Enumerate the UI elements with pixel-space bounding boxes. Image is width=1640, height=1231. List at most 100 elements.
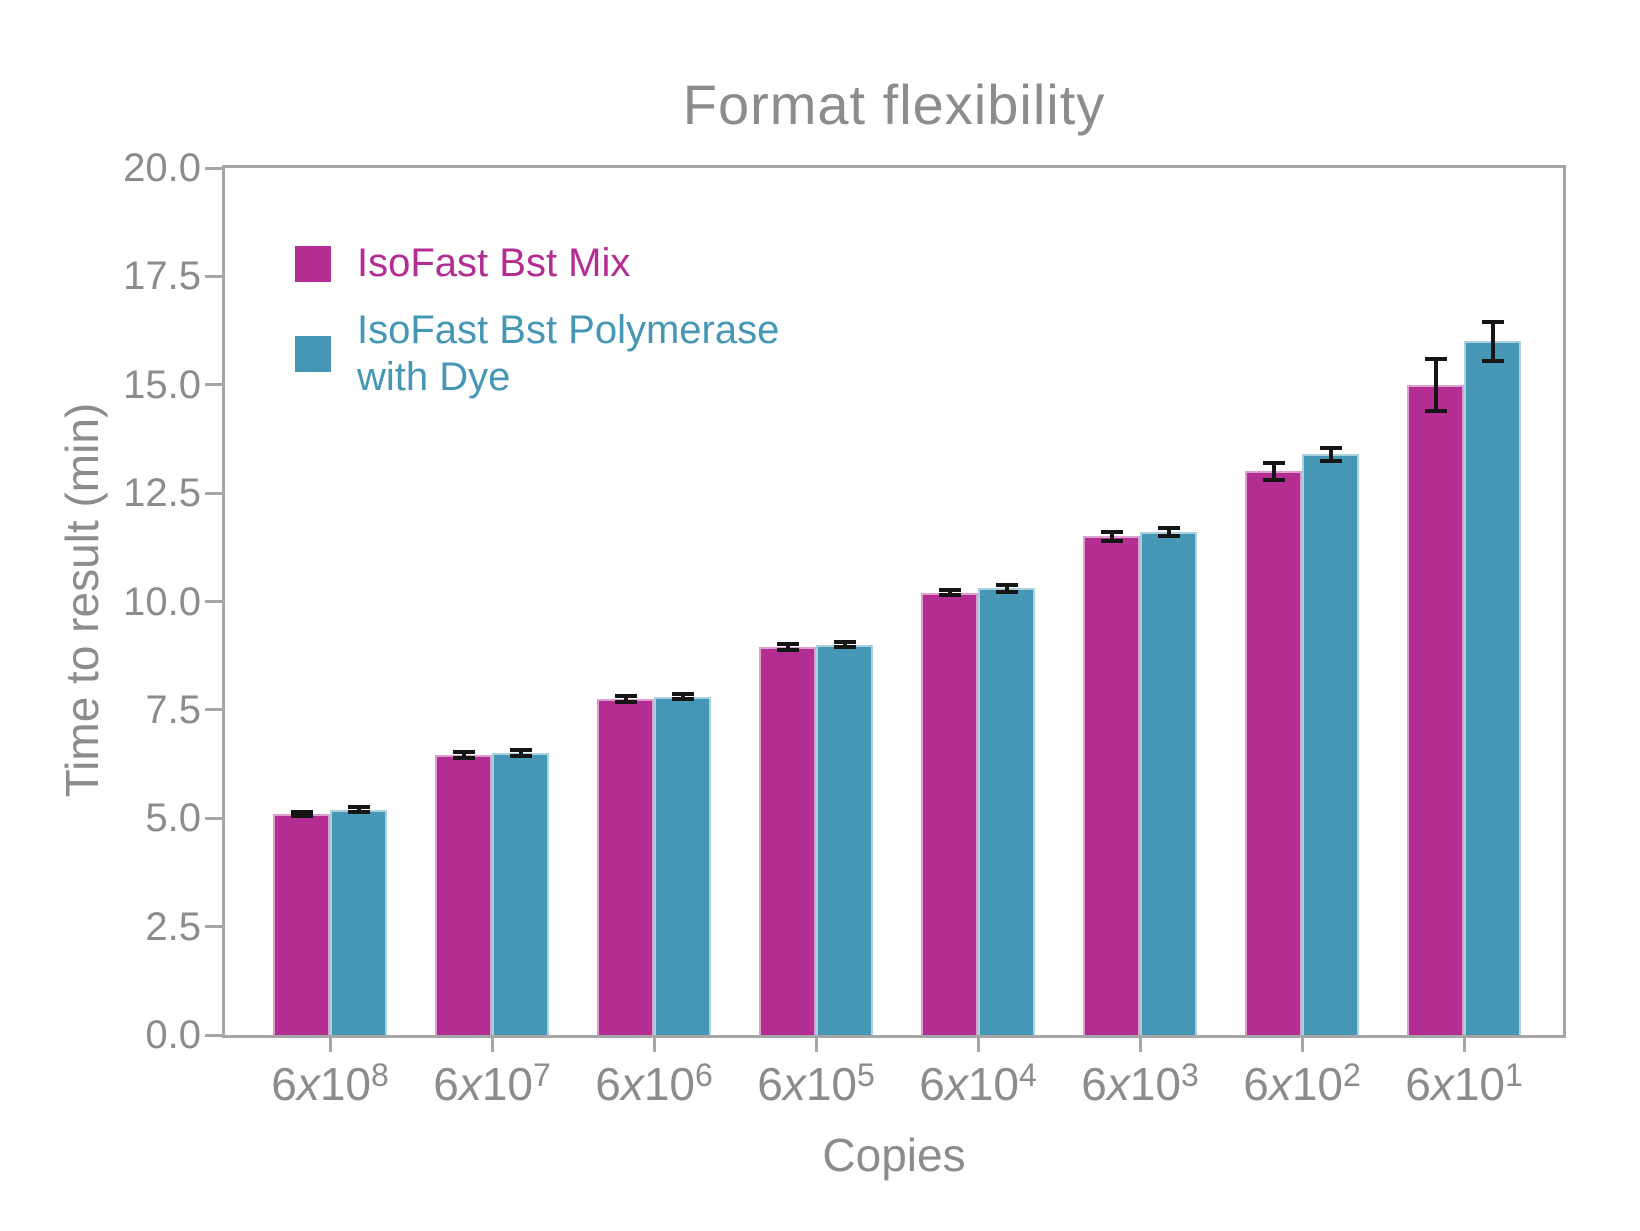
legend-item: IsoFast Bst Mix	[295, 240, 779, 287]
y-tick	[205, 383, 222, 387]
y-tick	[205, 274, 222, 278]
y-tick	[205, 708, 222, 712]
error-bar-cap	[509, 748, 532, 753]
error-bar	[461, 752, 466, 759]
bar	[978, 588, 1035, 1035]
y-tick	[205, 1033, 222, 1037]
error-bar	[1328, 447, 1333, 461]
x-tick-label: 6x105	[757, 1056, 875, 1110]
error-bar-cap	[1424, 356, 1447, 361]
y-tick-label: 7.5	[145, 687, 201, 732]
x-tick	[1138, 1038, 1142, 1052]
error-bar	[518, 750, 523, 757]
x-tick-label: 6x103	[1081, 1056, 1199, 1110]
error-bar-cap	[995, 583, 1018, 588]
error-bar	[947, 590, 952, 596]
bar	[1245, 471, 1302, 1035]
x-tick-label: 6x102	[1243, 1056, 1361, 1110]
error-bar-cap	[1481, 319, 1504, 324]
error-bar-cap	[614, 699, 637, 704]
bar	[816, 644, 873, 1035]
error-bar-cap	[1319, 445, 1342, 450]
error-bar-cap	[938, 593, 961, 598]
error-bar	[1109, 532, 1114, 541]
legend-label: IsoFast Bst Mix	[357, 241, 631, 285]
error-bar	[1166, 527, 1171, 537]
error-bar-cap	[452, 756, 475, 761]
error-bar-cap	[290, 809, 313, 814]
error-bar	[299, 811, 304, 817]
error-bar-cap	[776, 642, 799, 647]
error-bar-cap	[1100, 538, 1123, 543]
y-tick	[205, 491, 222, 495]
error-bar-cap	[833, 640, 856, 645]
bar	[330, 809, 387, 1035]
legend-item: IsoFast Bst Polymerase with Dye	[295, 307, 779, 401]
x-tick-label: 6x101	[1405, 1056, 1523, 1110]
error-bar-cap	[347, 804, 370, 809]
y-tick	[205, 925, 222, 929]
y-tick-label: 0.0	[145, 1013, 201, 1057]
plot-area: IsoFast Bst Mix IsoFast Bst Polymerase wit…	[123, 148, 1566, 1110]
legend: IsoFast Bst Mix IsoFast Bst Polymerase wit…	[295, 240, 779, 401]
y-tick-label: 12.5	[123, 471, 201, 516]
error-bar-cap	[347, 810, 370, 815]
error-bar-cap	[938, 588, 961, 593]
bar	[759, 647, 816, 1035]
chart-title: Format flexibility	[682, 73, 1106, 136]
legend-swatch-icon	[295, 336, 331, 372]
bar	[1140, 532, 1197, 1035]
x-tick	[328, 1038, 332, 1052]
y-tick-label: 15.0	[123, 362, 201, 407]
x-tick-label: 6x104	[919, 1056, 1037, 1110]
bar	[435, 755, 492, 1035]
error-bar	[623, 696, 628, 702]
bar	[1302, 454, 1359, 1035]
x-tick	[1462, 1038, 1466, 1052]
bar	[1464, 341, 1521, 1035]
y-tick-label: 2.5	[145, 904, 201, 949]
y-tick-label: 17.5	[123, 254, 201, 299]
y-tick-label: 20.0	[123, 146, 201, 190]
x-tick	[1300, 1038, 1304, 1052]
error-bar-cap	[1424, 408, 1447, 413]
error-bar-cap	[452, 750, 475, 755]
bar	[597, 699, 654, 1035]
error-bar-cap	[1319, 458, 1342, 463]
x-axis-label: Copies	[822, 1129, 966, 1181]
x-tick	[976, 1038, 980, 1052]
error-bar-cap	[1100, 530, 1123, 535]
bar	[492, 753, 549, 1035]
error-bar	[1271, 462, 1276, 481]
bar	[273, 813, 330, 1035]
x-tick	[814, 1038, 818, 1052]
error-bar-cap	[1262, 460, 1285, 465]
error-bar-cap	[509, 754, 532, 759]
error-bar-cap	[1262, 478, 1285, 483]
x-tick-label: 6x107	[433, 1056, 551, 1110]
error-bar-cap	[833, 645, 856, 650]
legend-swatch-icon	[295, 245, 331, 282]
error-bar-cap	[1157, 525, 1180, 530]
y-tick	[205, 816, 222, 820]
error-bar	[1433, 358, 1438, 411]
error-bar	[785, 644, 790, 650]
error-bar-cap	[671, 697, 694, 702]
error-bar	[680, 694, 685, 700]
bar	[654, 696, 711, 1035]
error-bar	[1004, 585, 1009, 592]
bar	[921, 592, 978, 1035]
error-bar-cap	[671, 692, 694, 697]
x-tick-label: 6x106	[595, 1056, 713, 1110]
bar	[1083, 536, 1140, 1035]
error-bar	[842, 642, 847, 648]
legend-label: IsoFast Bst Polymerase with Dye	[357, 308, 780, 399]
error-bar	[356, 806, 361, 813]
y-tick	[205, 166, 222, 170]
error-bar-cap	[614, 694, 637, 699]
error-bar-cap	[1481, 358, 1504, 363]
y-tick-label: 5.0	[145, 796, 201, 841]
error-bar-cap	[1157, 534, 1180, 539]
y-tick	[205, 600, 222, 603]
